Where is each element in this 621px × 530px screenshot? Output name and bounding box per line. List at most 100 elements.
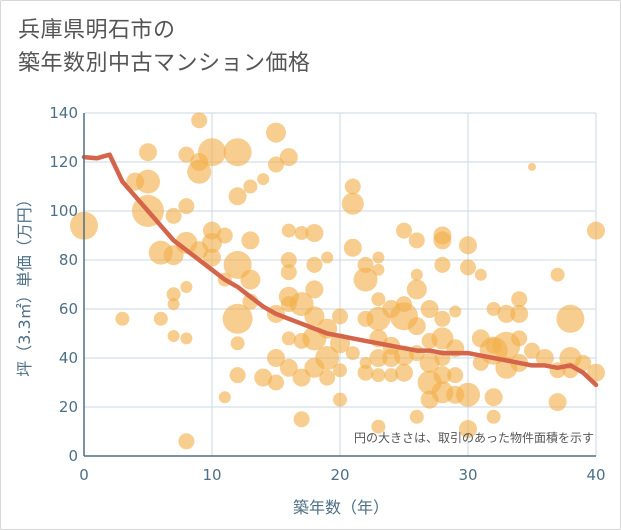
data-bubble [359, 356, 372, 369]
data-bubble [410, 268, 423, 281]
data-bubble [406, 279, 427, 300]
data-bubble [319, 369, 336, 386]
data-bubble [203, 248, 221, 267]
data-bubble [511, 291, 528, 308]
data-bubble [396, 222, 412, 239]
x-tick-label: 40 [586, 466, 605, 484]
data-bubble [280, 252, 297, 268]
data-bubble [396, 296, 412, 313]
data-bubble [587, 363, 605, 382]
data-bubble [353, 267, 378, 292]
data-bubble [294, 226, 309, 241]
data-bubble [203, 221, 221, 240]
data-bubble [306, 256, 323, 273]
y-tick-label: 0 [68, 447, 78, 465]
x-tick-label: 20 [330, 466, 349, 484]
data-bubble [257, 173, 270, 186]
data-bubble [382, 349, 401, 367]
data-bubble [486, 409, 501, 424]
axes: 0 20 40 60 80 100 120 140 0 10 20 30 40 [49, 104, 605, 484]
data-bubble [216, 227, 233, 244]
data-bubble [459, 420, 477, 439]
chart-title-line-2: 築年数別中古マンション価格 [18, 51, 311, 76]
data-bubble [371, 292, 386, 307]
data-bubble [292, 368, 311, 387]
data-bubble [371, 419, 386, 434]
data-bubble [382, 300, 401, 318]
x-tick-label: 10 [202, 466, 221, 484]
data-bubble [460, 259, 476, 276]
data-bubble [459, 236, 477, 255]
data-bubble [497, 304, 516, 323]
x-tick-label: 30 [458, 466, 477, 484]
data-bubble [305, 280, 324, 299]
data-bubble [126, 172, 145, 191]
data-bubble [345, 346, 360, 361]
data-bubble [243, 179, 258, 194]
data-bubble [180, 332, 193, 345]
data-bubble [180, 280, 193, 293]
data-bubble [115, 311, 130, 326]
data-bubble [279, 148, 298, 167]
data-bubble [321, 251, 334, 264]
data-bubble [279, 358, 298, 377]
data-bubble [268, 156, 284, 173]
data-bubble [474, 268, 487, 281]
data-bubble [190, 153, 209, 171]
data-bubble [357, 364, 374, 381]
data-bubble [139, 143, 157, 162]
data-bubble [153, 311, 168, 326]
data-bubble [230, 336, 245, 351]
size-note: 円の大きさは、取引のあった物件面積を示す [354, 430, 594, 445]
x-tick-label: 0 [79, 466, 89, 484]
data-bubble [357, 256, 374, 273]
data-bubble [163, 245, 184, 266]
data-bubble [550, 267, 565, 282]
data-bubble [228, 187, 247, 206]
data-bubble [371, 368, 386, 383]
data-bubble [305, 224, 324, 243]
data-bubble [266, 122, 286, 143]
data-bubble [229, 367, 246, 384]
data-bubble [511, 330, 528, 347]
data-bubble [222, 303, 253, 334]
data-bubble [304, 357, 325, 378]
data-bubble [485, 337, 502, 354]
data-bubble [241, 231, 260, 250]
data-bubble [333, 392, 347, 407]
data-bubble [178, 198, 195, 215]
data-bubble [136, 169, 160, 194]
data-bubble [304, 306, 325, 327]
data-bubble [484, 388, 503, 407]
trend-line [81, 152, 599, 388]
data-bubble [395, 363, 413, 382]
data-bubble [218, 391, 231, 404]
y-axis-label: 坪（3.3㎡）単価（万円） [15, 191, 34, 376]
data-bubble [510, 304, 529, 323]
y-tick-label: 80 [59, 251, 78, 269]
y-tick-label: 20 [59, 398, 78, 416]
data-bubble [333, 363, 347, 378]
data-bubble [433, 231, 452, 250]
data-bubble [280, 264, 297, 281]
data-bubble [434, 256, 451, 273]
data-bubble [281, 223, 296, 238]
data-bubble [178, 146, 195, 163]
data-bubble [293, 411, 310, 428]
y-tick-label: 140 [49, 104, 78, 122]
data-bubble [166, 287, 181, 302]
x-axis-label: 築年数（年） [293, 498, 389, 517]
data-bubble [524, 342, 540, 359]
data-bubble [472, 354, 489, 371]
data-bubble [357, 310, 374, 327]
y-tick-label: 60 [59, 300, 78, 318]
data-bubble [267, 349, 285, 367]
data-bubble [280, 296, 297, 313]
data-bubble [372, 251, 385, 264]
data-bubble [293, 332, 310, 349]
chart-title-line-1: 兵庫県明石市の [18, 18, 176, 43]
data-bubble [369, 349, 388, 367]
data-bubble [575, 354, 592, 371]
data-bubble [223, 138, 252, 167]
